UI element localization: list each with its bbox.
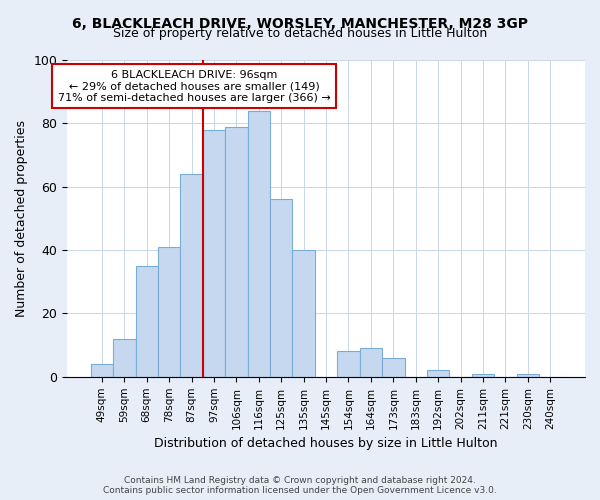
Bar (248, 110, 270, 377)
Bar (360, 348, 382, 377)
Bar (292, 250, 315, 377)
X-axis label: Distribution of detached houses by size in Little Hulton: Distribution of detached houses by size … (154, 437, 498, 450)
Bar (382, 358, 404, 377)
Bar (181, 174, 203, 377)
Text: 6, BLACKLEACH DRIVE, WORSLEY, MANCHESTER, M28 3GP: 6, BLACKLEACH DRIVE, WORSLEY, MANCHESTER… (72, 18, 528, 32)
Bar (203, 130, 225, 377)
Bar (427, 370, 449, 377)
Bar (270, 200, 292, 377)
Text: 6 BLACKLEACH DRIVE: 96sqm
← 29% of detached houses are smaller (149)
71% of semi: 6 BLACKLEACH DRIVE: 96sqm ← 29% of detac… (58, 70, 331, 102)
Text: Contains HM Land Registry data © Crown copyright and database right 2024.
Contai: Contains HM Land Registry data © Crown c… (103, 476, 497, 495)
Bar (337, 352, 360, 377)
Y-axis label: Number of detached properties: Number of detached properties (15, 120, 28, 317)
Bar (136, 266, 158, 377)
Text: Size of property relative to detached houses in Little Hulton: Size of property relative to detached ho… (113, 28, 487, 40)
Bar (472, 374, 494, 377)
Bar (517, 374, 539, 377)
Bar (91, 364, 113, 377)
Bar (113, 339, 136, 377)
Bar (158, 247, 181, 377)
Bar (225, 126, 248, 377)
